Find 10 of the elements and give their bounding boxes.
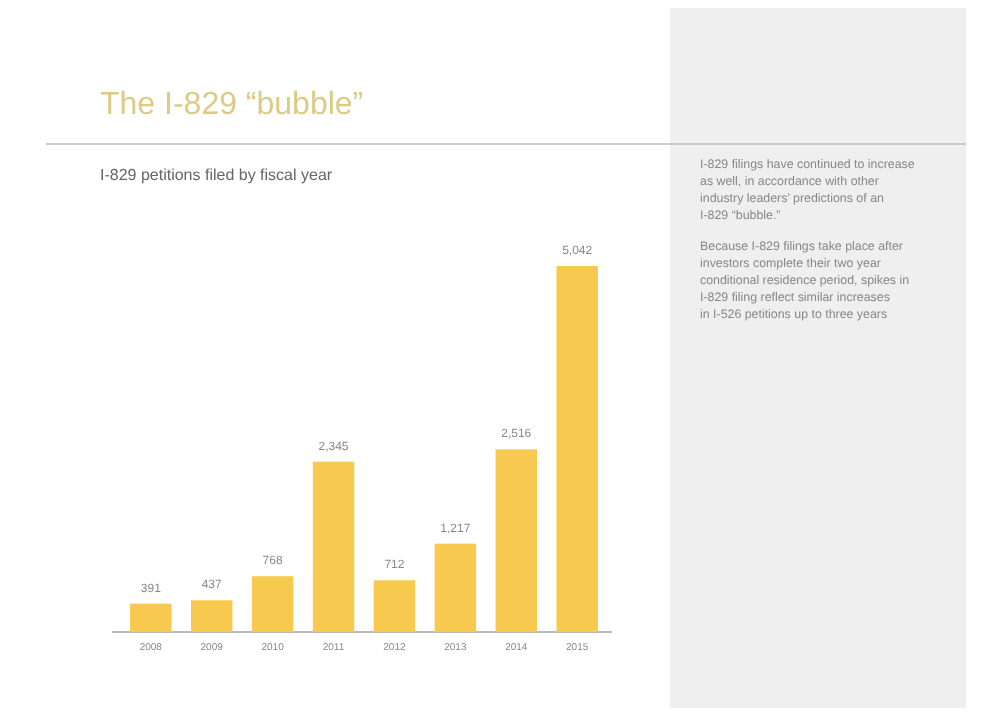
chart-subtitle: I-829 petitions filed by fiscal year <box>100 166 333 184</box>
bar <box>495 449 537 632</box>
bar <box>373 580 416 632</box>
bar <box>434 543 477 632</box>
bar <box>191 600 233 632</box>
chart-title: The I-829 “bubble” <box>100 88 364 122</box>
bar <box>312 461 355 632</box>
bar <box>251 576 294 632</box>
bar <box>556 266 598 632</box>
bar <box>130 603 172 632</box>
